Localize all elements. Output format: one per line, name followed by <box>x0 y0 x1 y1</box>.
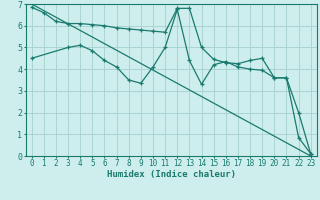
X-axis label: Humidex (Indice chaleur): Humidex (Indice chaleur) <box>107 170 236 179</box>
